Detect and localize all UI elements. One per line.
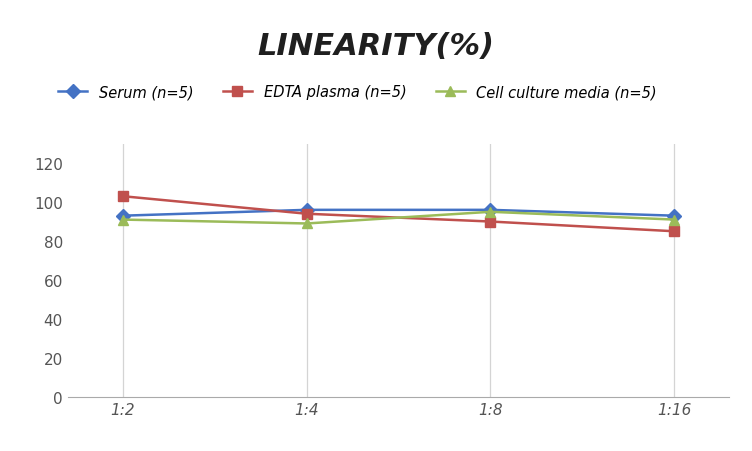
Cell culture media (n=5): [486, 210, 495, 215]
Line: Serum (n=5): Serum (n=5): [118, 206, 679, 221]
EDTA plasma (n=5): [486, 219, 495, 225]
Legend: Serum (n=5), EDTA plasma (n=5), Cell culture media (n=5): Serum (n=5), EDTA plasma (n=5), Cell cul…: [53, 79, 663, 106]
Line: Cell culture media (n=5): Cell culture media (n=5): [118, 207, 679, 229]
Serum (n=5): [302, 207, 311, 213]
Text: LINEARITY(%): LINEARITY(%): [257, 32, 495, 60]
Cell culture media (n=5): [670, 217, 679, 223]
EDTA plasma (n=5): [302, 212, 311, 217]
EDTA plasma (n=5): [118, 194, 127, 199]
Cell culture media (n=5): [302, 221, 311, 227]
Serum (n=5): [118, 213, 127, 219]
Line: EDTA plasma (n=5): EDTA plasma (n=5): [118, 192, 679, 237]
Serum (n=5): [670, 213, 679, 219]
Serum (n=5): [486, 207, 495, 213]
EDTA plasma (n=5): [670, 229, 679, 235]
Cell culture media (n=5): [118, 217, 127, 223]
